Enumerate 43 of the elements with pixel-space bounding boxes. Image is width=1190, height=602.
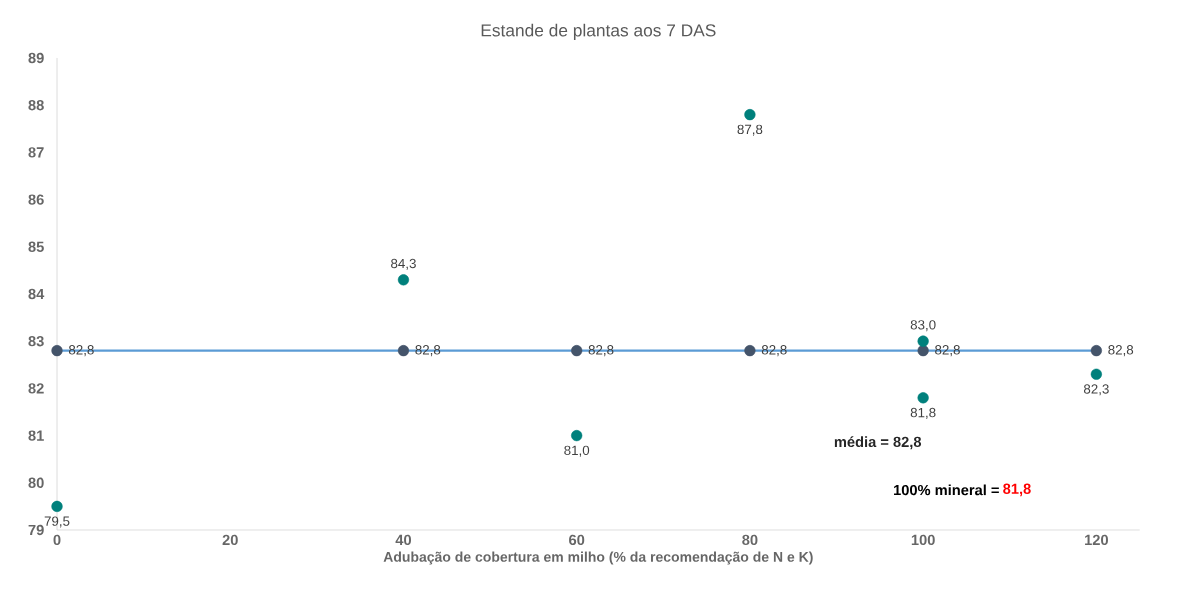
- x-tick-label: 100: [911, 534, 935, 546]
- data-label: 81,0: [564, 445, 590, 457]
- point: [1090, 345, 1102, 357]
- y-tick-label: 85: [28, 241, 44, 252]
- x-tick-label: 40: [395, 534, 412, 546]
- point: [1090, 368, 1102, 380]
- point: [571, 345, 583, 357]
- y-tick-label: 84: [28, 288, 45, 300]
- y-tick-label: 89: [28, 52, 44, 64]
- x-tick-label: 0: [53, 534, 61, 546]
- x-tick-label: 120: [1085, 534, 1108, 546]
- point: [51, 345, 63, 357]
- point: [744, 345, 756, 357]
- y-tick-label: 86: [28, 194, 44, 205]
- point: [51, 500, 63, 512]
- x-tick-label: 20: [222, 534, 238, 546]
- data-label: 82,3: [1083, 384, 1109, 396]
- point: [917, 392, 929, 404]
- y-tick-label: 79: [28, 524, 44, 536]
- y-tick-label: 83: [28, 336, 44, 347]
- point: [397, 345, 410, 357]
- x-axis-title: Adubação de cobertura em milho (% da recomendação de N e K): [383, 551, 813, 565]
- data-label: 87,8: [737, 124, 763, 136]
- point: [744, 109, 756, 121]
- y-tick-label: 80: [28, 477, 44, 488]
- annotation: 100% mineral =: [894, 484, 999, 496]
- x-tick-label: 80: [742, 534, 758, 546]
- data-label: 83,0: [910, 320, 936, 332]
- annotation: média = 82,8: [834, 436, 922, 450]
- point: [571, 429, 583, 442]
- annotation: 81,8: [1003, 483, 1031, 497]
- chart-title: Estande de plantas aos 7 DAS: [481, 23, 716, 40]
- data-label: 79,5: [44, 516, 70, 528]
- y-tick-label: 88: [28, 100, 44, 111]
- data-label: 82,8: [1108, 345, 1134, 357]
- y-tick-label: 87: [28, 147, 44, 158]
- y-tick-label: 81: [28, 430, 44, 441]
- y-tick-label: 82: [28, 383, 44, 394]
- data-label: 84,3: [391, 258, 416, 270]
- point: [397, 274, 410, 286]
- x-tick-label: 60: [569, 534, 585, 546]
- point: [917, 335, 929, 347]
- data-label: 81,8: [910, 407, 936, 419]
